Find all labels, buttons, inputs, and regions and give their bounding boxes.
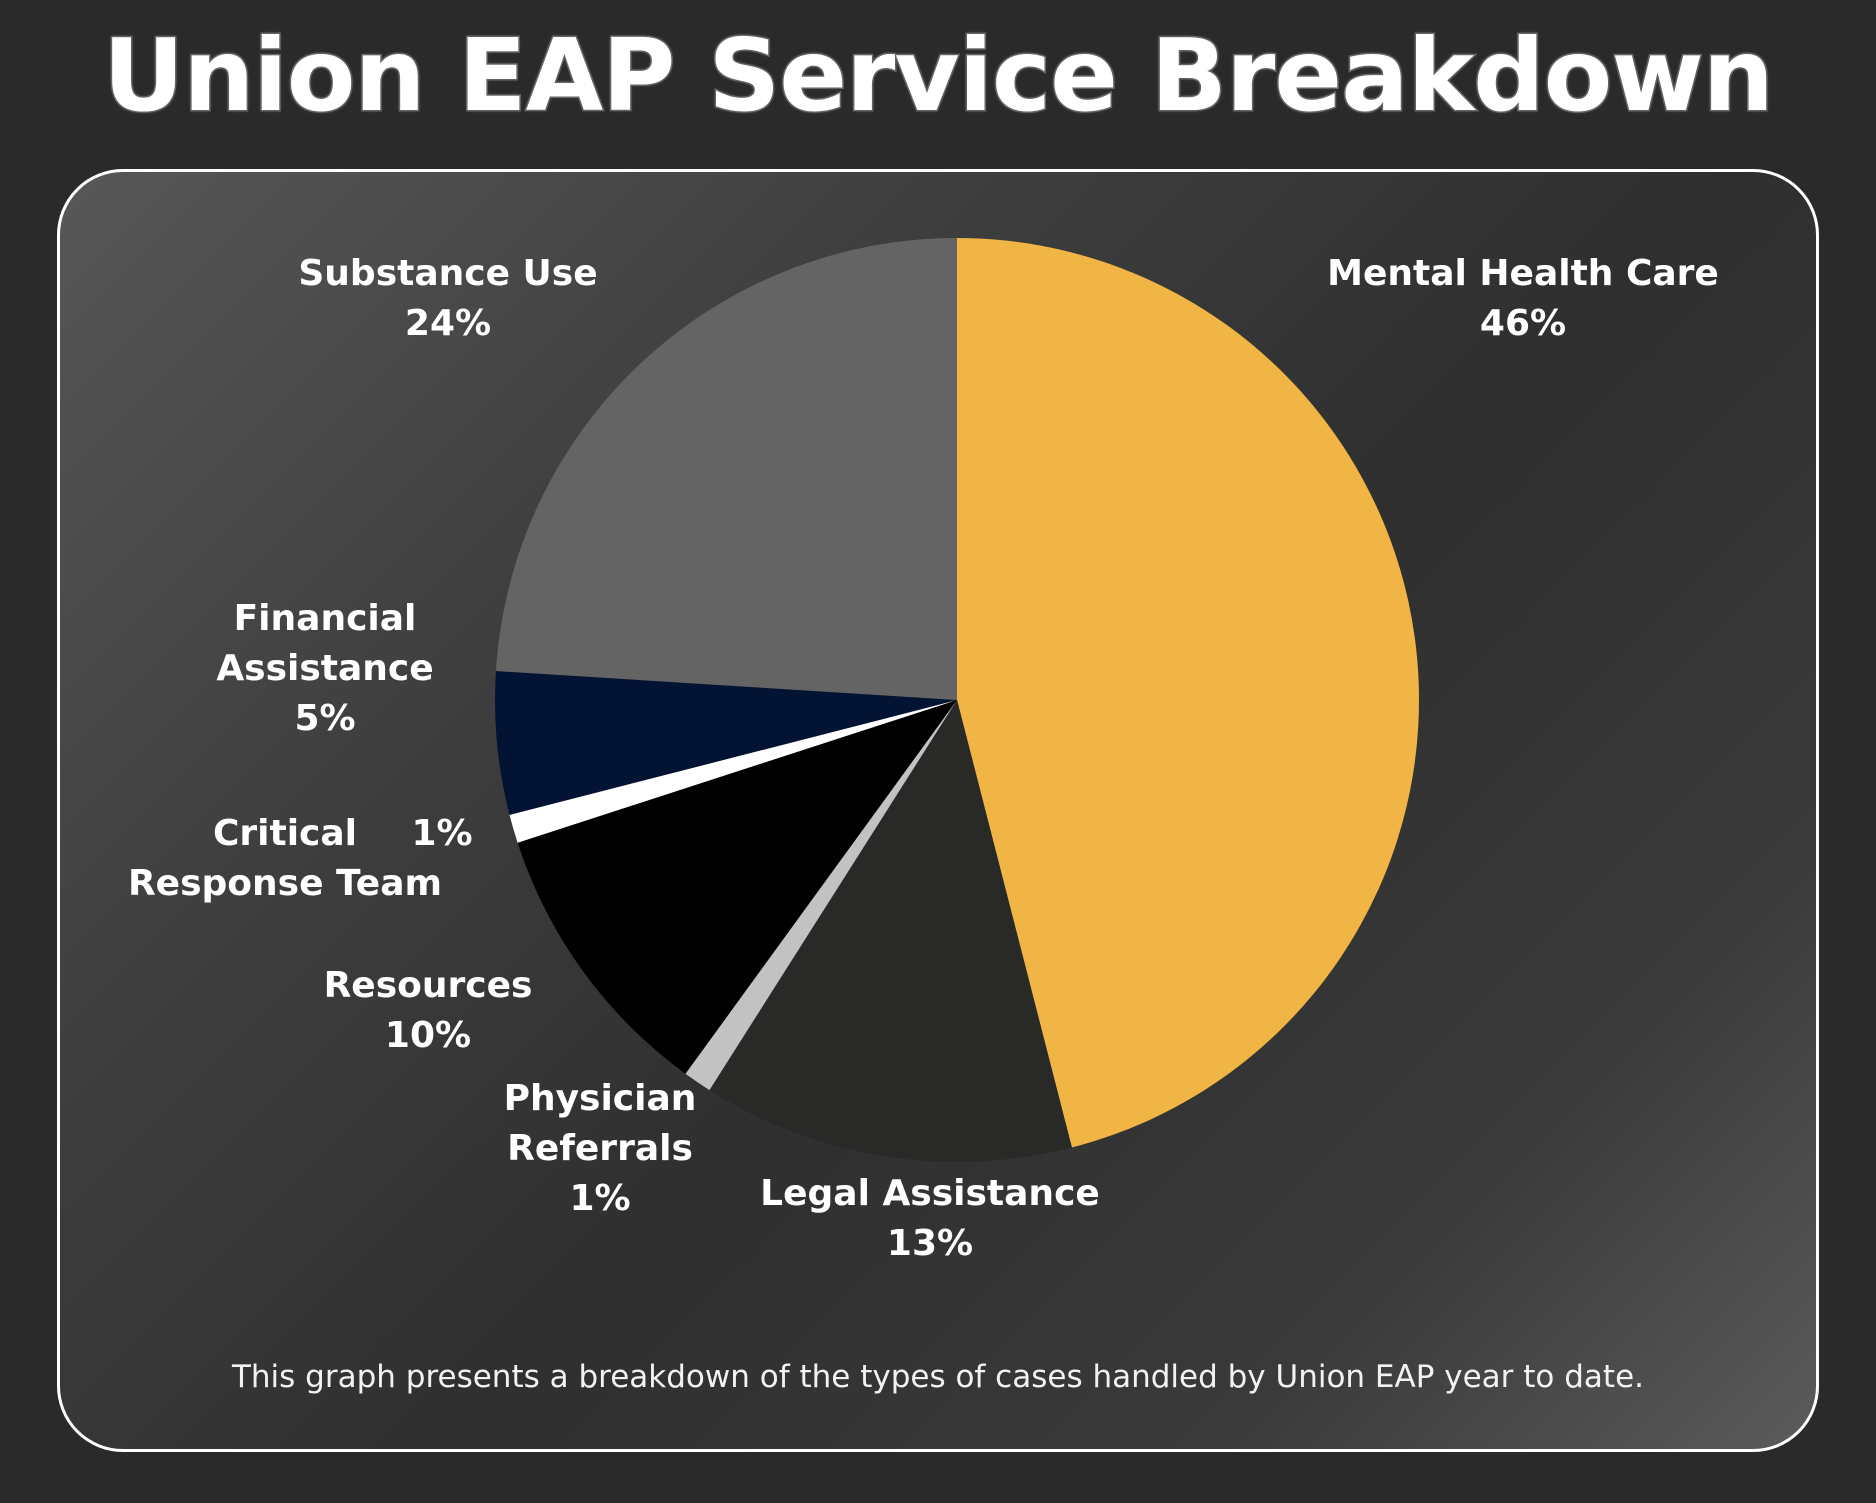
page-title: Union EAP Service Breakdown <box>102 16 1776 136</box>
slice-name-resources: Resources <box>324 965 533 1006</box>
slice-name-crt: Response Team <box>128 863 442 904</box>
slice-label-legal: Legal Assistance 13% <box>760 1173 1100 1264</box>
slice-label-financial: Financial Assistance 5% <box>216 598 433 739</box>
slice-percent-legal: 13% <box>887 1223 973 1264</box>
slice-label-resources: Resources 10% <box>324 965 533 1056</box>
slice-label-mental: Mental Health Care 46% <box>1327 253 1719 344</box>
slice-percent-physician: 1% <box>569 1178 630 1219</box>
chart-caption: This graph presents a breakdown of the t… <box>231 1359 1645 1395</box>
slice-percent-mental: 46% <box>1480 303 1566 344</box>
slice-name-physician: Physician <box>504 1078 697 1119</box>
slice-percent-crt: 1% <box>411 813 472 854</box>
pie-slice-legal <box>709 700 1072 1163</box>
slice-percent-financial: 5% <box>294 698 355 739</box>
slice-name-legal: Legal Assistance <box>760 1173 1100 1214</box>
pie-slice-substance <box>495 238 957 700</box>
slice-name-physician: Referrals <box>507 1128 693 1169</box>
pie-slice-resources <box>517 700 957 1074</box>
slice-name-crt: Critical <box>213 813 357 854</box>
slice-percent-substance: 24% <box>405 303 491 344</box>
pie-labels: Mental Health Care 46% Legal Assistance 13%… <box>128 253 1719 1264</box>
pie-slice-physician <box>685 700 957 1091</box>
pie-slice-mental <box>957 238 1420 1148</box>
pie-slices <box>494 238 1420 1163</box>
slice-name-mental: Mental Health Care <box>1327 253 1719 294</box>
slice-name-financial: Assistance <box>216 648 433 689</box>
pie-slice-crt <box>509 700 957 843</box>
slice-label-physician: Physician Referrals 1% <box>504 1078 697 1219</box>
pie-slice-financial <box>494 670 957 815</box>
slice-name-financial: Financial <box>234 598 417 639</box>
slice-label-substance: Substance Use 24% <box>298 253 597 344</box>
slice-percent-resources: 10% <box>385 1015 471 1056</box>
slice-name-substance: Substance Use <box>298 253 597 294</box>
slice-label-crt: Critical Response Team <box>128 813 442 904</box>
